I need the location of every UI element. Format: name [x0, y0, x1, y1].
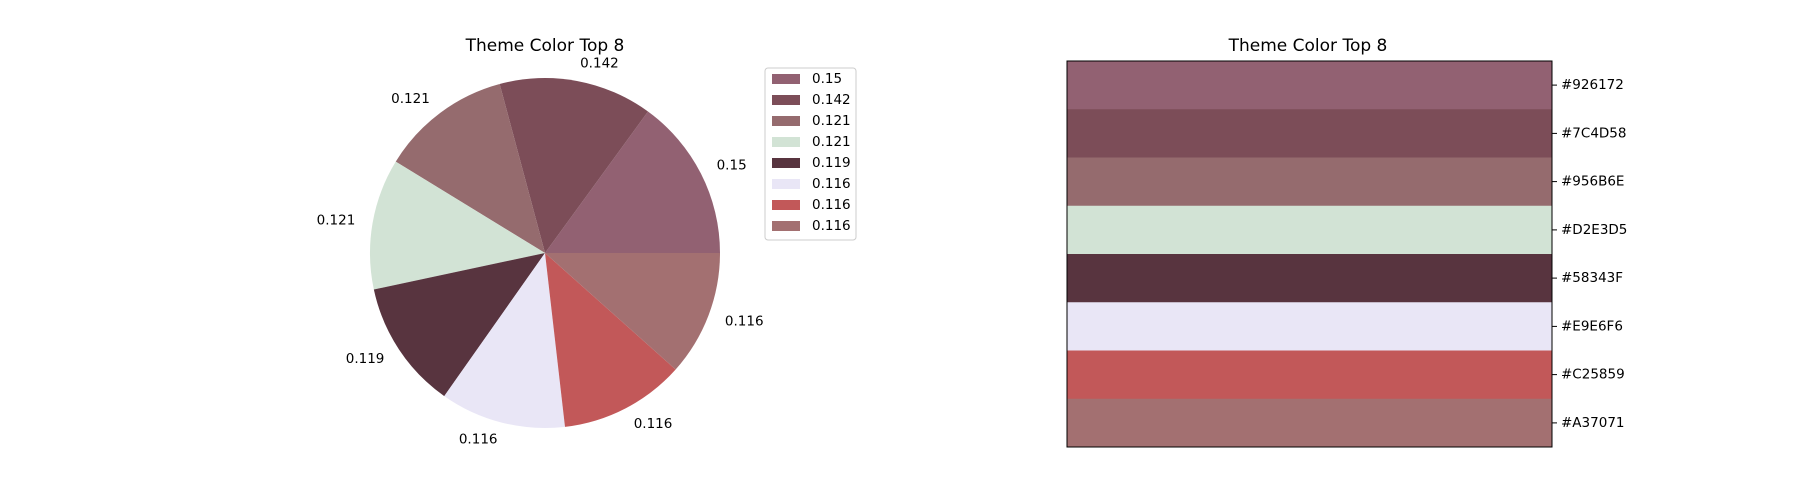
pie-slice-label-2: 0.142	[580, 56, 619, 72]
pie-slice-7	[545, 253, 676, 427]
swatch-tick-label-2: #7C4D58	[1561, 125, 1627, 141]
legend-label-8: 0.116	[812, 218, 851, 234]
swatch-tick-label-4: #D2E3D5	[1561, 222, 1627, 238]
pie-slice-label-4: 0.121	[317, 213, 356, 229]
legend-swatch-7	[772, 200, 800, 210]
legend-label-2: 0.142	[812, 92, 851, 108]
swatch-bar-8	[1067, 398, 1552, 448]
swatch-tick-label-6: #E9E6F6	[1561, 318, 1623, 334]
pie-slice-label-3: 0.121	[391, 91, 430, 107]
swatch-bar-7	[1067, 350, 1552, 400]
pie-slice-label-7: 0.116	[634, 416, 673, 432]
pie-slice-2	[499, 77, 648, 253]
swatch-y-ticks: #926172 #7C4D58 #956B6E #D2E3D5 #58343F #E9E6…	[1552, 77, 1627, 431]
swatch-bar-4	[1067, 205, 1552, 255]
pie-slice-label-8: 0.116	[725, 314, 764, 330]
swatch-bar-2	[1067, 109, 1552, 158]
pie-legend: 0.15 0.142 0.121 0.121 0.119 0.116 0.116 0.116	[764, 67, 857, 241]
swatch-bar-5	[1067, 254, 1552, 303]
pie-slice-8	[545, 253, 720, 370]
swatch-chart-title: Theme Color Top 8	[1228, 36, 1388, 56]
legend-swatch-8	[772, 221, 800, 231]
legend-label-3: 0.121	[812, 113, 851, 129]
legend-swatch-1	[772, 74, 800, 84]
swatch-tick-label-7: #C25859	[1561, 367, 1625, 383]
swatch-bar-1	[1067, 61, 1552, 110]
pie-slice-5	[373, 253, 545, 397]
swatch-bar-6	[1067, 302, 1552, 351]
swatch-tick-label-1: #926172	[1561, 77, 1624, 93]
pie-slice-1	[545, 111, 720, 254]
legend-swatch-4	[772, 137, 800, 147]
legend-label-5: 0.119	[812, 155, 851, 171]
legend-label-7: 0.116	[812, 197, 851, 213]
swatch-bars	[1067, 61, 1552, 448]
pie-chart-title: Theme Color Top 8	[465, 36, 625, 56]
swatch-tick-label-3: #956B6E	[1561, 174, 1624, 190]
pie-slices	[369, 77, 720, 428]
pie-slice-6	[444, 253, 565, 428]
color-swatch-chart: Theme Color Top 8 #926172#7C4D58#956B6E#…	[1066, 36, 1627, 448]
legend-label-4: 0.121	[812, 134, 851, 150]
pie-chart: Theme Color Top 8 0.150.1420.1210.1210.1…	[317, 36, 857, 448]
pie-slice-label-5: 0.119	[346, 351, 385, 367]
legend-swatch-3	[772, 116, 800, 126]
pie-slice-3	[395, 83, 545, 253]
pie-slice-labels: 0.15 0.142 0.121 0.121 0.119 0.116 0.116 0.116	[317, 56, 764, 448]
legend-frame	[764, 67, 857, 241]
swatch-tick-label-5: #58343F	[1561, 270, 1623, 286]
legend-swatch-6	[772, 179, 800, 189]
swatch-tick-label-8: #A37071	[1561, 415, 1625, 431]
legend-label-1: 0.15	[812, 71, 842, 87]
legend-swatch-5	[772, 158, 800, 168]
pie-slice-label-1: 0.15	[717, 158, 747, 174]
pie-slice-label-6: 0.116	[459, 432, 498, 448]
swatch-axes-frame	[1066, 60, 1553, 448]
swatch-bar-3	[1067, 157, 1552, 207]
pie-slice-4	[369, 161, 545, 290]
legend-swatch-2	[772, 95, 800, 105]
legend-label-6: 0.116	[812, 176, 851, 192]
